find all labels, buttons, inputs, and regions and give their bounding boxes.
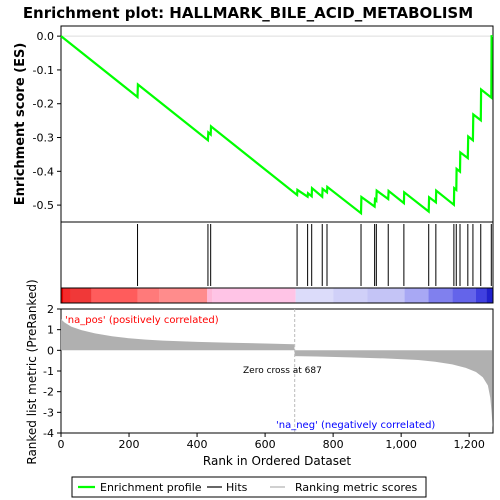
positive-correlation-label: 'na_pos' (positively correlated) [65,315,219,326]
metric-y-tick-label: 1 [47,324,54,337]
metric-y-axis: 2 1 0 -1 -2 -3 -4 [43,303,61,440]
heat-band-segment [333,288,368,303]
heat-band-segment [63,288,71,303]
zero-cross-label: Zero cross at 687 [243,366,322,376]
x-axis: 0 200 400 600 800 1,000 1,200 [58,433,485,451]
legend-hits-label: Hits [226,481,248,494]
es-y-tick-label: -0.4 [33,165,54,178]
heat-band-segment [70,288,92,303]
x-tick-label: 200 [119,438,140,451]
heat-band-segment [295,288,334,303]
es-y-tick-label: -0.2 [33,98,54,111]
heat-band-segment [452,288,476,303]
es-y-tick-label: -0.3 [33,132,54,145]
legend: Enrichment profile Hits Ranking metric s… [71,476,427,498]
es-y-tick-label: -0.1 [33,64,54,77]
metric-y-tick-label: 2 [47,303,54,316]
negative-correlation-label: 'na_neg' (negatively correlated) [276,420,435,431]
x-tick-label: 800 [323,438,344,451]
metric-y-tick-label: -3 [43,406,54,419]
legend-enrichment-label: Enrichment profile [100,481,202,494]
es-y-tick-label: -0.5 [33,199,54,212]
heat-band-segment [137,288,160,303]
metric-y-tick-label: -2 [43,386,54,399]
heat-band-segment [212,288,296,303]
ranking-heatmap [61,288,493,303]
x-tick-label: 400 [187,438,208,451]
enrichment-profile-line [60,35,493,216]
heat-band-segment [91,288,138,303]
chart-title: Enrichment plot: HALLMARK_BILE_ACID_META… [23,4,473,22]
metric-y-axis-label: Ranked list metric (PreRanked) [25,279,39,464]
x-axis-label: Rank in Ordered Dataset [203,454,351,468]
heat-band-segment [367,288,405,303]
heat-band-segment [428,288,453,303]
x-tick-label: 600 [255,438,276,451]
heat-band-frame [60,287,494,304]
legend-metric-label: Ranking metric scores [295,481,417,494]
metric-panel-frame [60,308,494,434]
ranking-metric-area [61,319,493,428]
heat-band-segment [475,288,487,303]
heat-band-segment [159,288,208,303]
hits-panel-frame [60,221,494,289]
es-panel-frame [60,25,494,223]
heat-band-segment [404,288,429,303]
x-tick-label: 1,200 [453,438,485,451]
x-tick-label: 1,000 [385,438,417,451]
metric-y-tick-label: -1 [43,365,54,378]
metric-y-tick-label: -4 [43,427,54,440]
es-y-tick-label: 0.0 [37,30,55,43]
heat-band-segment [486,288,493,303]
x-tick-label: 0 [58,438,65,451]
es-y-axis-label: Enrichment score (ES) [13,43,28,206]
es-y-axis: 0.0 -0.1 -0.2 -0.3 -0.4 -0.5 [33,30,61,212]
hits-markers [137,224,492,286]
legend-box [71,476,427,498]
heat-band-segment [61,288,64,303]
heat-band-segment [207,288,213,303]
metric-y-tick-label: 0 [47,344,54,357]
